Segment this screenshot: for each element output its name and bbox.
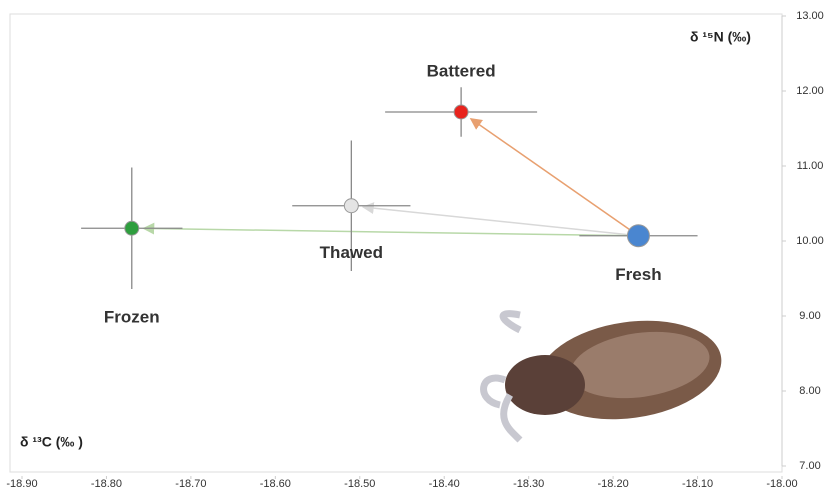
- x-tick-label: -18.50: [344, 478, 375, 490]
- y-tick-label: 12.00: [796, 85, 824, 97]
- point: [453, 104, 469, 120]
- y-tick-label: 11.00: [797, 160, 824, 172]
- x-tick-label: -18.10: [682, 478, 713, 490]
- x-tick-label: -18.90: [6, 478, 37, 490]
- y-axis-label: δ ¹⁵N (‰): [690, 29, 751, 45]
- squid-photo: [480, 310, 722, 443]
- x-axis-label: δ ¹³C (‰ ): [20, 434, 83, 450]
- x-tick-label: -18.40: [429, 478, 460, 490]
- x-tick-label: -18.80: [91, 478, 122, 490]
- point: [343, 198, 359, 214]
- point: [626, 224, 650, 248]
- arrow: [142, 222, 639, 237]
- arrow: [361, 202, 639, 237]
- x-tick-label: -18.20: [598, 478, 629, 490]
- x-tick-label: -18.60: [260, 478, 291, 490]
- x-tick-label: -18.30: [513, 478, 544, 490]
- point-label: Frozen: [104, 308, 160, 327]
- y-tick-label: 9.00: [799, 310, 820, 322]
- x-tick-label: -18.70: [175, 478, 206, 490]
- point: [124, 220, 140, 236]
- y-tick-label: 10.00: [796, 235, 824, 247]
- y-tick-label: 8.00: [799, 385, 820, 397]
- y-tick-label: 7.00: [799, 460, 820, 472]
- y-tick-label: 13.00: [796, 10, 824, 22]
- x-tick-label: -18.00: [766, 478, 797, 490]
- point-label: Battered: [427, 61, 496, 80]
- point-label: Thawed: [320, 243, 383, 262]
- arrow: [469, 118, 639, 237]
- point-label: Fresh: [615, 265, 661, 284]
